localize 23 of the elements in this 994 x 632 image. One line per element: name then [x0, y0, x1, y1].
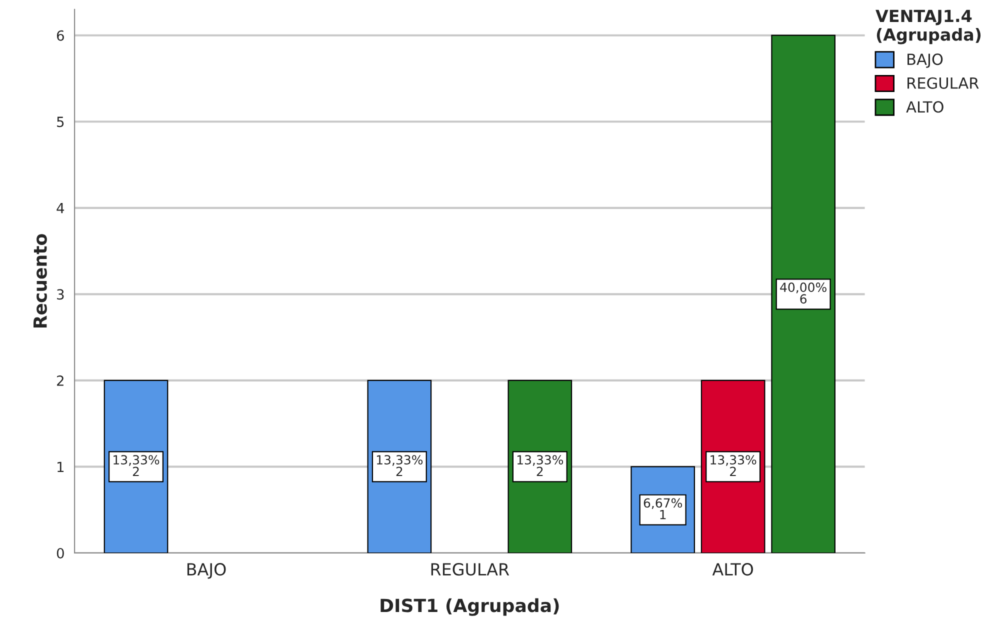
bar — [771, 34, 836, 553]
x-tick-label: REGULAR — [431, 563, 510, 576]
y-tick-label: 2 — [57, 375, 64, 386]
legend-label: REGULAR — [908, 77, 979, 89]
x-tick-label: BAJO — [187, 563, 226, 579]
y-tick-label: 6 — [56, 30, 64, 41]
y-axis-title: Recuento — [34, 234, 47, 328]
x-tick-label: ALTO — [712, 563, 753, 576]
y-tick-label: 3 — [57, 289, 64, 300]
data-label: 13,33% 2 — [710, 455, 756, 476]
legend-title: VENTAJ1.4 (Agrupada) — [876, 10, 981, 44]
data-label: 13,33% 2 — [114, 455, 160, 476]
x-axis-title: DIST1 (Agrupada) — [380, 598, 559, 616]
data-label: 13,33% 2 — [376, 455, 423, 476]
legend-label: BAJO — [908, 54, 943, 68]
y-tick-label: 5 — [57, 116, 64, 128]
data-label: 13,33% 2 — [517, 455, 564, 476]
y-tick-label: 0 — [56, 548, 64, 558]
y-tick-label: 1 — [58, 462, 64, 472]
data-label: 6,67% 1 — [644, 498, 682, 520]
data-label: 40,00% 6 — [780, 282, 826, 304]
legend-label: ALTO — [906, 101, 944, 113]
y-tick-label: 4 — [56, 203, 64, 214]
